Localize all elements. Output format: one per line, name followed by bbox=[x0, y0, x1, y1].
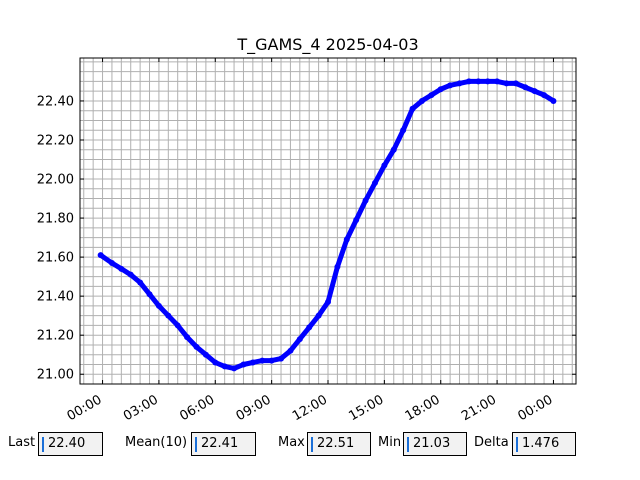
stat-delta: Delta 1.476 bbox=[470, 432, 580, 456]
stat-last-field[interactable]: 22.40 bbox=[38, 432, 103, 456]
y-tick-label: 21.80 bbox=[37, 212, 74, 227]
data-point bbox=[494, 78, 501, 85]
data-point bbox=[381, 162, 388, 169]
stat-mean-field[interactable]: 22.41 bbox=[191, 432, 256, 456]
x-tick-label: 21:00 bbox=[459, 392, 499, 424]
data-point bbox=[531, 88, 538, 95]
stat-last: Last 22.40 bbox=[0, 432, 120, 456]
data-point bbox=[278, 355, 285, 362]
data-point bbox=[353, 217, 360, 224]
x-tick-label: 15:00 bbox=[346, 392, 386, 424]
x-tick-label: 09:00 bbox=[234, 392, 274, 424]
data-point bbox=[371, 179, 378, 186]
x-tick-label: 00:00 bbox=[65, 392, 105, 424]
stat-max: Max 22.51 bbox=[270, 432, 375, 456]
data-point bbox=[212, 359, 219, 366]
data-point bbox=[409, 105, 416, 112]
x-tick-label: 06:00 bbox=[177, 392, 217, 424]
data-point bbox=[400, 127, 407, 134]
x-tick-label: 03:00 bbox=[121, 392, 161, 424]
stat-min: Min 21.03 bbox=[372, 432, 472, 456]
data-point bbox=[287, 347, 294, 354]
data-point bbox=[541, 92, 548, 99]
chart-title: T_GAMS_4 2025-04-03 bbox=[236, 35, 418, 55]
data-point bbox=[503, 80, 510, 87]
data-point bbox=[184, 334, 191, 341]
text-cursor-icon bbox=[42, 437, 44, 452]
data-point bbox=[512, 80, 519, 87]
stat-max-value: 22.51 bbox=[317, 436, 355, 451]
data-point bbox=[174, 322, 181, 329]
data-point bbox=[484, 78, 491, 85]
data-point bbox=[315, 312, 322, 319]
stat-mean-label: Mean(10) bbox=[125, 435, 188, 450]
chart-grid bbox=[80, 58, 576, 385]
data-point bbox=[259, 357, 266, 364]
data-point bbox=[193, 343, 200, 350]
stat-min-label: Min bbox=[378, 435, 402, 450]
data-point bbox=[146, 291, 153, 298]
data-point bbox=[249, 359, 256, 366]
data-point bbox=[137, 279, 144, 286]
data-point bbox=[343, 236, 350, 243]
data-point bbox=[437, 86, 444, 93]
text-cursor-icon bbox=[516, 437, 518, 452]
text-cursor-icon bbox=[195, 437, 197, 452]
data-point bbox=[155, 302, 162, 309]
data-point bbox=[296, 336, 303, 343]
stat-mean-value: 22.41 bbox=[201, 436, 239, 451]
y-tick-label: 21.60 bbox=[37, 251, 74, 266]
y-tick-label: 21.40 bbox=[37, 290, 74, 305]
data-point bbox=[447, 82, 454, 89]
data-point bbox=[428, 92, 435, 99]
data-point bbox=[231, 365, 238, 372]
data-point bbox=[127, 271, 134, 278]
stat-max-label: Max bbox=[278, 435, 305, 450]
data-point bbox=[465, 78, 472, 85]
y-tick-label: 22.40 bbox=[37, 94, 74, 109]
stat-min-field[interactable]: 21.03 bbox=[403, 432, 467, 456]
data-point bbox=[202, 351, 209, 358]
data-point bbox=[390, 146, 397, 153]
temperature-chart: 00:00 03:00 06:00 09:00 12:00 15:00 18:00 21:00… bbox=[37, 35, 577, 424]
data-point bbox=[325, 299, 331, 306]
data-point bbox=[268, 357, 275, 364]
data-point bbox=[306, 324, 313, 331]
data-point bbox=[165, 312, 172, 319]
data-point bbox=[456, 80, 463, 87]
data-point bbox=[118, 265, 125, 272]
stat-last-label: Last bbox=[8, 435, 36, 450]
x-tick-label: 18:00 bbox=[403, 392, 443, 424]
x-tick-label: 12:00 bbox=[290, 392, 330, 424]
chart-series bbox=[97, 78, 557, 372]
text-cursor-icon bbox=[311, 437, 313, 452]
y-tick-label: 22.20 bbox=[37, 133, 74, 148]
stat-min-value: 21.03 bbox=[413, 436, 451, 451]
stat-mean: Mean(10) 22.41 bbox=[120, 432, 260, 456]
stat-max-field[interactable]: 22.51 bbox=[307, 432, 371, 456]
data-point bbox=[418, 97, 425, 104]
stat-delta-field[interactable]: 1.476 bbox=[512, 432, 576, 456]
data-point bbox=[522, 84, 529, 91]
stat-delta-label: Delta bbox=[474, 435, 509, 450]
data-point bbox=[108, 259, 115, 266]
y-tick-label: 21.00 bbox=[37, 368, 74, 383]
data-point bbox=[221, 363, 228, 370]
data-point bbox=[475, 78, 482, 85]
stat-last-value: 22.40 bbox=[48, 436, 86, 451]
data-point bbox=[240, 361, 247, 368]
x-tick-label: 00:00 bbox=[516, 392, 556, 424]
chart-ticks: 00:00 03:00 06:00 09:00 12:00 15:00 18:00 21:00… bbox=[37, 58, 576, 424]
data-point bbox=[97, 252, 104, 259]
stat-delta-value: 1.476 bbox=[522, 436, 560, 451]
data-point bbox=[362, 197, 369, 204]
data-point bbox=[550, 97, 557, 104]
y-tick-label: 22.00 bbox=[37, 173, 74, 188]
text-cursor-icon bbox=[407, 437, 409, 452]
data-point bbox=[334, 263, 341, 270]
y-tick-label: 21.20 bbox=[37, 329, 74, 344]
